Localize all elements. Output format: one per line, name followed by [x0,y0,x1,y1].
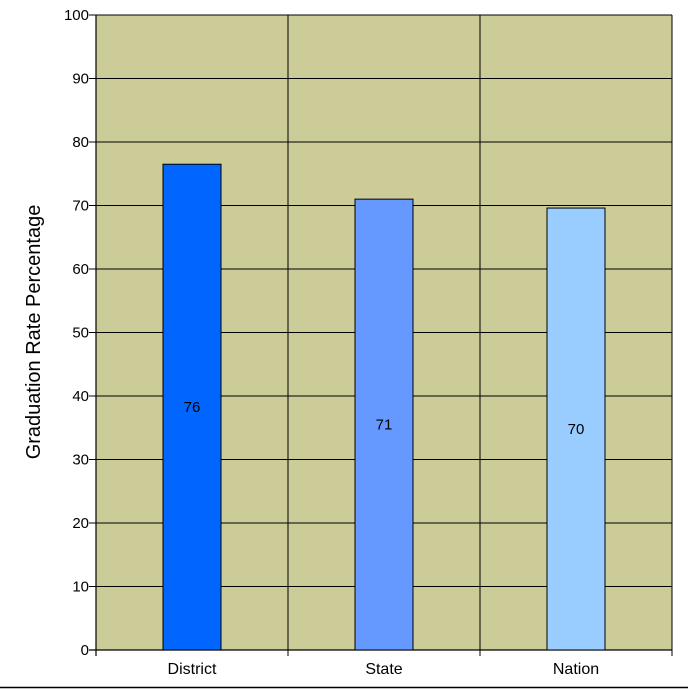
bars: 76 71 70 [162,163,606,651]
y-axis-ticks: 0 10 20 30 40 50 60 70 80 90 100 [64,7,96,659]
data-label: 76 [184,399,201,416]
data-label: 70 [568,421,585,438]
bar-district [162,163,222,651]
bar-nation [546,207,606,651]
bar-state [354,198,414,651]
y-tick-label: 90 [72,71,89,88]
y-tick-label: 30 [72,452,89,469]
y-tick-label: 20 [72,515,89,532]
x-tick-label: District [168,661,217,678]
y-tick-label: 10 [72,579,89,596]
x-tick-label: State [365,661,402,678]
y-tick-label: 40 [72,388,89,405]
y-tick-label: 100 [64,7,89,24]
y-tick-label: 70 [72,198,89,215]
x-axis-ticks: District State Nation [168,650,673,678]
y-tick-label: 60 [72,261,89,278]
y-axis-title: Graduation Rate Percentage [23,205,45,460]
data-label: 71 [376,417,393,434]
x-tick-label: Nation [553,661,599,678]
y-tick-label: 80 [72,134,89,151]
y-tick-label: 0 [81,642,89,659]
y-tick-label: 50 [72,325,89,342]
